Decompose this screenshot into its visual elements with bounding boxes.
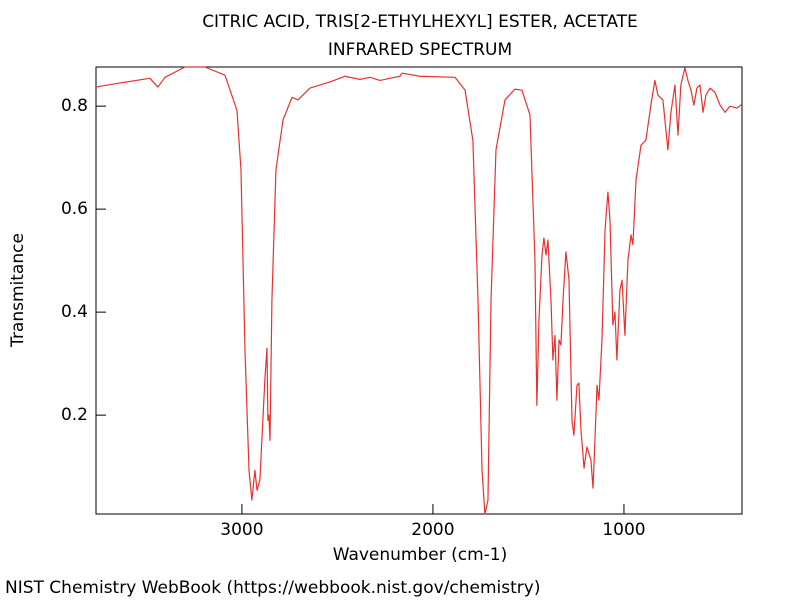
x-tick-label: 1000 bbox=[602, 520, 645, 540]
x-axis-label: Wavenumber (cm-1) bbox=[333, 545, 508, 565]
chart-title: CITRIC ACID, TRIS[2-ETHYLHEXYL] ESTER, A… bbox=[202, 12, 638, 32]
plot-frame bbox=[95, 66, 743, 515]
y-tick-label: 0.2 bbox=[61, 405, 88, 425]
y-tick-label: 0.6 bbox=[61, 199, 88, 219]
source-note: NIST Chemistry WebBook (https://webbook.… bbox=[5, 578, 540, 598]
spectrum-line bbox=[95, 66, 743, 515]
y-tick-label: 0.8 bbox=[61, 96, 88, 116]
y-axis-label: Transmitance bbox=[8, 233, 28, 348]
x-tick-label: 2000 bbox=[411, 520, 454, 540]
y-tick-label: 0.4 bbox=[61, 302, 88, 322]
x-tick-label: 3000 bbox=[220, 520, 263, 540]
chart-subtitle: INFRARED SPECTRUM bbox=[328, 40, 512, 60]
